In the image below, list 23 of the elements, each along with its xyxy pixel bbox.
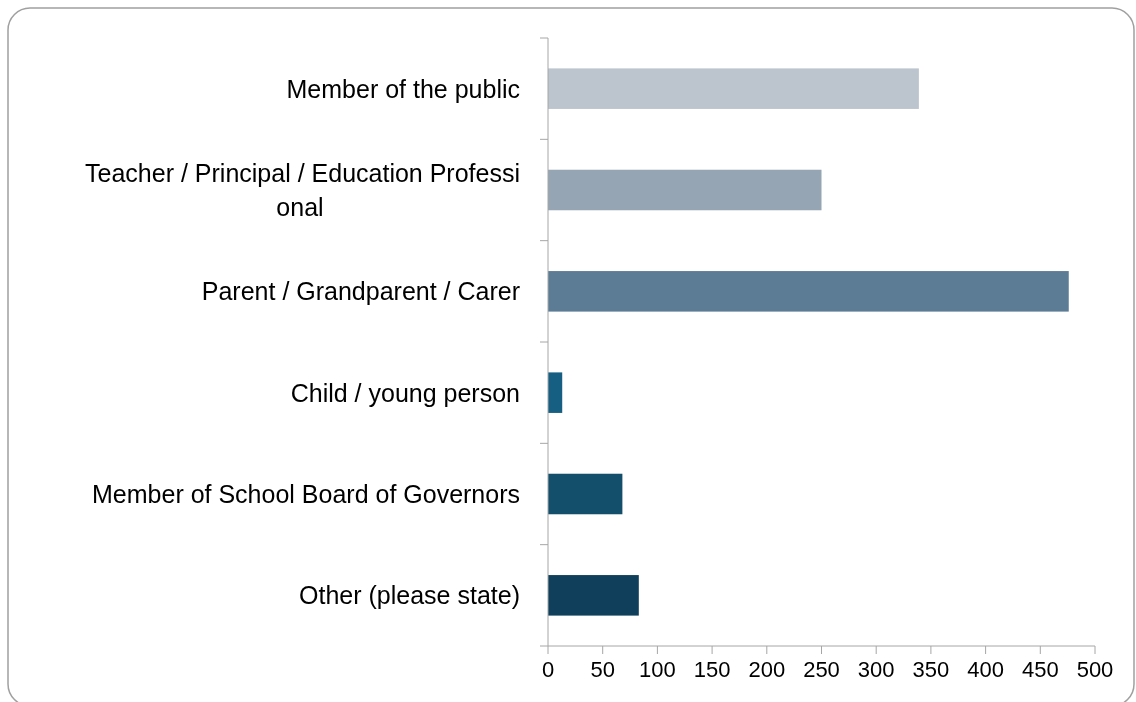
x-tick-label: 0 bbox=[541, 657, 555, 682]
y-tick-label: Member of School Board of Governors bbox=[92, 480, 520, 508]
bar bbox=[548, 169, 822, 211]
bar bbox=[548, 372, 563, 413]
x-tick-label: 400 bbox=[967, 657, 1004, 682]
x-tick-label: 150 bbox=[693, 657, 731, 682]
x-tick-label: 250 bbox=[803, 657, 840, 682]
bar bbox=[548, 473, 623, 515]
y-tick-label: Child / young person bbox=[290, 378, 520, 407]
bar bbox=[548, 575, 639, 616]
x-tick-label: 500 bbox=[1076, 657, 1114, 682]
x-tick-label: 50 bbox=[590, 657, 615, 682]
x-tick-label: 100 bbox=[639, 657, 676, 682]
y-tick-label: Other (please state) bbox=[299, 581, 520, 610]
x-tick-label: 300 bbox=[857, 657, 895, 682]
y-tick-label: Member of the public bbox=[286, 74, 520, 103]
y-tick-label: Teacher / Principal / Education Professional bbox=[85, 159, 520, 221]
bar bbox=[548, 271, 1069, 312]
x-tick-label: 450 bbox=[1021, 657, 1059, 682]
x-tick-label: 200 bbox=[748, 657, 786, 682]
y-tick-label: Parent / Grandparent / Carer bbox=[201, 277, 520, 306]
x-tick-label: 350 bbox=[912, 657, 950, 682]
bar bbox=[548, 68, 919, 109]
